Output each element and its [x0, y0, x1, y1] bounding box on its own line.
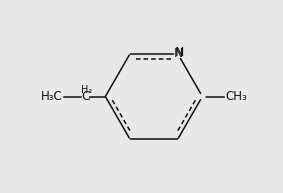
Text: N: N [173, 47, 183, 60]
Text: H₂: H₂ [81, 85, 92, 95]
Text: H₃C: H₃C [41, 90, 63, 103]
Circle shape [175, 51, 181, 58]
Text: N: N [175, 46, 184, 59]
Text: C: C [81, 90, 90, 103]
Circle shape [200, 94, 205, 99]
Text: CH₃: CH₃ [225, 90, 247, 103]
Circle shape [82, 93, 88, 100]
